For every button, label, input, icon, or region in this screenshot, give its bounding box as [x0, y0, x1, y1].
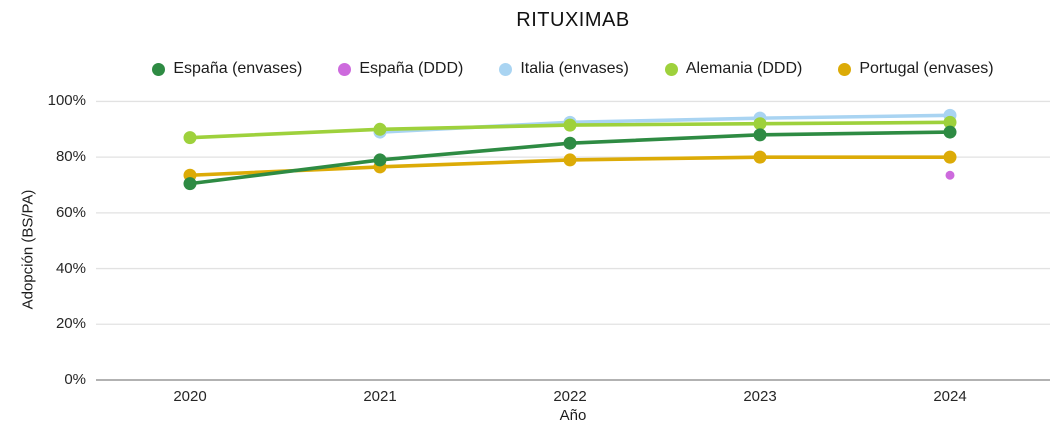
legend-swatch-icon	[338, 62, 352, 76]
legend-item[interactable]: España (DDD)	[338, 60, 463, 78]
legend-swatch-icon	[152, 62, 166, 76]
y-tick-label: 20%	[55, 315, 86, 333]
legend-label: Italia (envases)	[520, 60, 629, 77]
chart-legend: España (envases) España (DDD) Italia (enva…	[96, 60, 1050, 78]
data-point	[943, 150, 957, 164]
legend-swatch-icon	[499, 62, 513, 76]
legend-label: España (DDD)	[359, 60, 464, 77]
y-tick-label: 60%	[55, 203, 86, 221]
data-point	[183, 131, 197, 145]
legend-label: Alemania (DDD)	[685, 60, 803, 77]
x-tick-label: 2024	[933, 388, 967, 405]
chart-title: RITUXIMAB	[516, 9, 630, 31]
y-tick-label: 0%	[64, 371, 86, 388]
data-point	[373, 153, 387, 167]
data-point	[943, 125, 957, 139]
data-point	[373, 122, 387, 136]
legend-swatch-icon	[664, 62, 678, 76]
data-point	[183, 177, 197, 191]
legend-item[interactable]: Portugal (envases)	[838, 60, 994, 78]
data-point	[563, 153, 577, 167]
data-point	[563, 136, 577, 150]
y-tick-label: 40%	[55, 259, 86, 277]
x-tick-label: 2020	[173, 388, 207, 405]
y-tick-label: 80%	[55, 148, 86, 166]
y-tick-label: 100%	[47, 92, 86, 110]
x-tick-label: 2022	[553, 388, 587, 405]
y-axis-title: Adopción (BS/PA)	[19, 189, 37, 310]
x-tick-label: 2023	[743, 388, 777, 405]
data-point	[943, 115, 957, 129]
legend-label: España (envases)	[173, 60, 303, 77]
legend-item[interactable]: Alemania (DDD)	[664, 60, 803, 78]
legend-item[interactable]: Italia (envases)	[499, 60, 629, 78]
data-point	[753, 128, 767, 142]
data-point	[753, 117, 767, 131]
x-axis-title: Año	[559, 407, 587, 424]
legend-swatch-icon	[838, 62, 852, 76]
data-point	[945, 170, 955, 180]
data-point	[753, 150, 767, 164]
legend-item[interactable]: España (envases)	[152, 60, 302, 78]
x-tick-label: 2021	[363, 388, 397, 405]
data-point	[563, 118, 577, 132]
legend-label: Portugal (envases)	[859, 60, 994, 77]
